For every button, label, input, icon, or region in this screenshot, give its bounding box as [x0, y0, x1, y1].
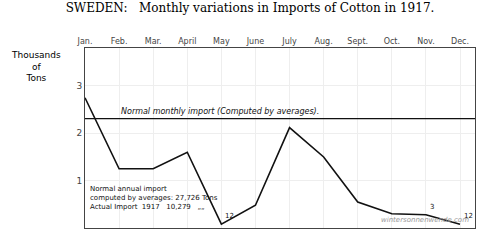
svg-text:Normal annual importcomputed b: Normal annual importcomputed by averages… [90, 185, 218, 202]
svg-text:12: 12 [464, 212, 473, 220]
svg-text:3: 3 [430, 203, 434, 211]
svg-text:Sept.: Sept. [347, 37, 368, 46]
svg-text:Mar.: Mar. [145, 37, 162, 46]
svg-text:Jan.: Jan. [77, 37, 93, 46]
svg-text:July: July [281, 37, 297, 46]
svg-text:June: June [246, 37, 265, 46]
svg-text:May: May [213, 37, 230, 46]
svg-text:1: 1 [76, 176, 82, 186]
svg-text:Actual Import 1917 10,279: Actual Import 1917 10,279 „„ [90, 203, 205, 211]
svg-text:Normal monthly import (Compute: Normal monthly import (Computed by avera… [121, 107, 319, 116]
svg-text:wintersonnenwende.com: wintersonnenwende.com [381, 216, 469, 224]
svg-text:April: April [178, 37, 196, 46]
svg-text:12: 12 [225, 212, 234, 220]
svg-text:Aug.: Aug. [315, 37, 333, 46]
svg-text:ThousandsofTons: ThousandsofTons [11, 50, 61, 83]
svg-text:Nov.: Nov. [417, 37, 435, 46]
svg-text:SWEDEN: Monthly variations i: SWEDEN: Monthly variations in Imports of… [66, 1, 435, 15]
svg-text:3: 3 [76, 81, 82, 91]
svg-text:Oct.: Oct. [384, 37, 400, 46]
svg-text:2: 2 [76, 128, 82, 138]
svg-text:Feb.: Feb. [111, 37, 128, 46]
svg-text:Dec.: Dec. [451, 37, 469, 46]
